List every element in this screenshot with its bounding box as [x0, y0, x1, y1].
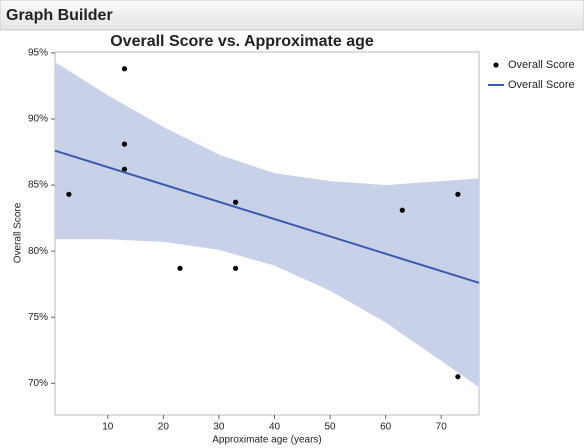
data-point [399, 207, 405, 213]
x-tick-label: 40 [269, 422, 281, 433]
data-point [233, 265, 239, 271]
x-tick-label: 70 [436, 422, 448, 433]
data-point [66, 191, 72, 197]
y-tick-label: 95% [28, 48, 48, 59]
data-point [121, 66, 128, 72]
chart-title: Overall Score vs. Approximate age [110, 33, 374, 50]
data-point [455, 374, 461, 380]
data-point [233, 199, 239, 205]
legend-label: Overall Score [508, 59, 575, 71]
data-point [455, 191, 461, 197]
x-axis-label: Approximate age (years) [212, 435, 322, 446]
x-tick-label: 50 [325, 422, 337, 433]
y-tick-label: 75% [28, 312, 48, 323]
y-tick-label: 70% [28, 378, 48, 389]
fit-line [54, 149, 480, 284]
data-point [177, 265, 183, 271]
y-tick-label: 90% [28, 114, 48, 125]
y-axis-label: Overall Score [13, 202, 24, 263]
header-bar [0, 0, 584, 31]
y-tick-label: 85% [28, 180, 48, 191]
header-title: Graph Builder [6, 7, 113, 24]
x-tick-label: 30 [213, 422, 225, 433]
data-point [121, 166, 128, 172]
data-point [121, 141, 128, 147]
legend-marker [493, 62, 499, 68]
x-tick-label: 20 [158, 422, 170, 433]
confidence-band [55, 62, 479, 388]
x-tick-label: 60 [380, 422, 392, 433]
x-tick-label: 10 [102, 422, 114, 433]
y-tick-label: 80% [28, 246, 48, 257]
legend-label: Overall Score [508, 79, 575, 91]
